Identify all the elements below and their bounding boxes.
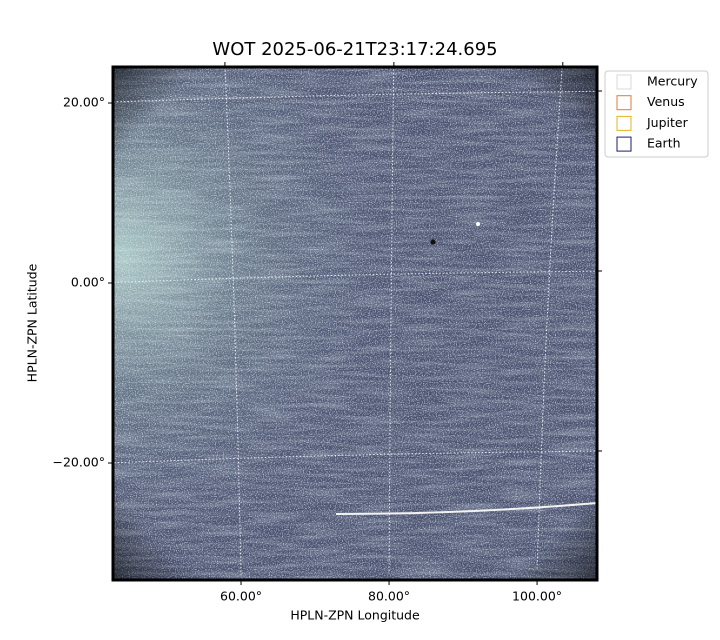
legend-label: Jupiter: [646, 115, 689, 130]
legend-label: Venus: [647, 94, 685, 109]
grid-line: [96, 270, 614, 284]
grid: [81, 55, 629, 576]
y-tick-label: 0.00°: [71, 275, 105, 290]
grid-line: [388, 58, 395, 572]
x-axis-label: HPLN-ZPN Longitude: [290, 608, 420, 623]
legend-label: Earth: [647, 136, 681, 151]
y-axis-label: HPLN-ZPN Latitude: [25, 263, 40, 382]
legend-swatch: [616, 136, 632, 152]
axes-frame: [111, 65, 599, 582]
grid-line: [536, 55, 564, 569]
y-tick-label: 20.00°: [63, 95, 105, 110]
legend-label: Mercury: [647, 74, 698, 89]
x-tick-label: 100.00°: [512, 589, 562, 604]
grid-line: [224, 62, 242, 576]
legend-swatch: [616, 74, 632, 90]
x-tick-label: 80.00°: [368, 589, 410, 604]
legend: [604, 70, 709, 158]
legend-swatch: [616, 95, 632, 111]
chart-title: WOT 2025-06-21T23:17:24.695: [212, 39, 497, 60]
grid-line: [81, 90, 629, 104]
legend-swatch: [616, 115, 632, 131]
x-tick-label: 60.00°: [220, 589, 262, 604]
image: [113, 67, 597, 580]
y-tick-label: −20.00°: [52, 455, 105, 470]
